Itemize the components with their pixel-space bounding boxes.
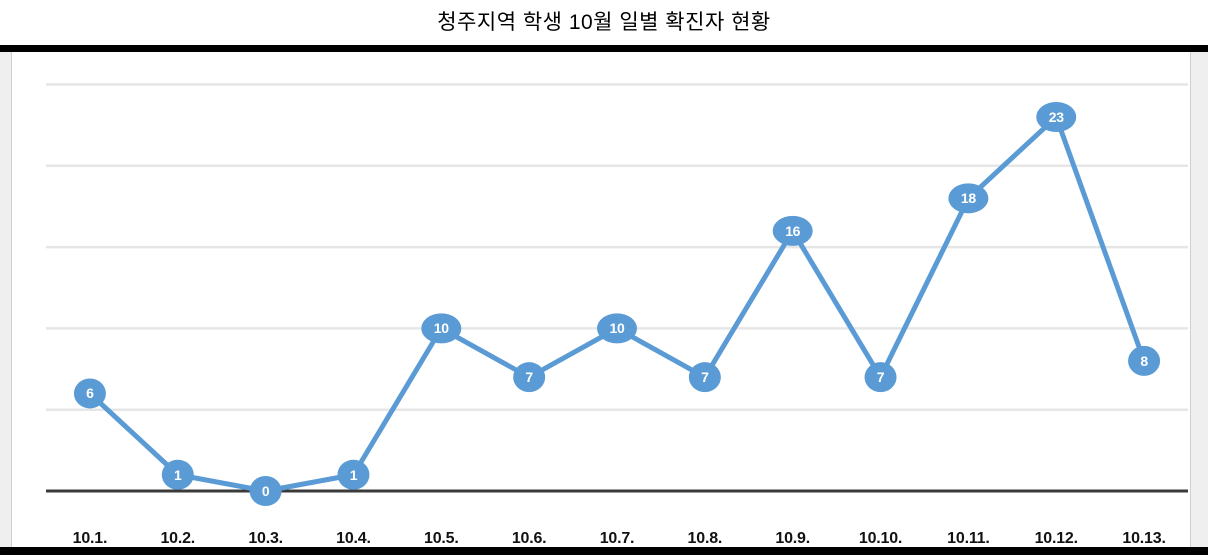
data-point-marker[interactable] — [597, 313, 637, 344]
x-tick-label: 10.2. — [160, 530, 196, 547]
data-point-marker[interactable] — [337, 459, 370, 490]
data-point-marker[interactable] — [948, 183, 989, 214]
line-chart — [46, 83, 1188, 506]
data-point-label: 0 — [261, 483, 270, 499]
data-point-marker[interactable] — [772, 215, 813, 246]
x-tick-label: 10.12. — [1034, 530, 1078, 547]
frame-bottom-bar — [0, 547, 1208, 555]
data-point-label: 23 — [1048, 109, 1064, 126]
data-point-label: 1 — [349, 466, 358, 483]
data-label-layer: 6 1 0 1 10 7 10 7 16 7 18 23 8 — [13, 52, 1190, 547]
data-point-marker[interactable] — [249, 476, 282, 506]
data-point-marker[interactable] — [73, 378, 106, 409]
x-tick-label: 10.11. — [947, 530, 990, 547]
x-tick-label: 10.3. — [248, 530, 283, 547]
plot-area: 6 1 0 1 10 7 10 7 16 7 18 23 8 — [13, 52, 1190, 547]
data-point-marker[interactable] — [421, 313, 462, 344]
data-point-label: 7 — [701, 369, 709, 386]
data-point-label: 1 — [174, 466, 182, 483]
x-tick-label: 10.9. — [775, 530, 810, 547]
data-point-label: 16 — [785, 222, 801, 239]
data-point-marker[interactable] — [161, 459, 194, 490]
data-point-label: 10 — [433, 320, 449, 337]
frame-left-edge — [0, 52, 12, 547]
data-point-label: 7 — [525, 369, 533, 386]
data-point-marker[interactable] — [1036, 102, 1077, 133]
x-tick-label: 10.7. — [599, 530, 635, 547]
data-point-label: 8 — [1140, 352, 1148, 369]
x-tick-label: 10.4. — [336, 530, 371, 547]
data-point-label: 6 — [86, 385, 94, 402]
page-title: 청주지역 학생 10월 일별 확진자 현황 — [437, 11, 771, 34]
data-point-marker[interactable] — [513, 362, 546, 393]
x-tick-label: 10.1. — [72, 530, 108, 547]
data-point-marker[interactable] — [864, 362, 897, 393]
x-tick-label: 10.13. — [1122, 530, 1166, 547]
data-point-label: 10 — [609, 320, 625, 337]
frame-top-bar — [0, 45, 1208, 52]
data-point-marker[interactable] — [688, 362, 721, 393]
x-tick-label: 10.8. — [687, 530, 723, 547]
x-tick-label: 10.6. — [511, 530, 547, 547]
data-point-marker[interactable] — [1128, 345, 1161, 376]
chart-frame: 6 1 0 1 10 7 10 7 16 7 18 23 8 10.1. 10.2. 10.3. 10.4. 1… — [0, 45, 1208, 555]
data-point-label: 7 — [876, 369, 885, 386]
x-tick-label: 10.10. — [858, 530, 903, 547]
x-axis: 10.1. 10.2. 10.3. 10.4. 10.5. 10.6. 10.7. 10.8.… — [13, 530, 1190, 560]
data-point-label: 18 — [960, 190, 976, 207]
frame-right-edge — [1190, 52, 1208, 547]
x-tick-label: 10.5. — [424, 530, 459, 547]
